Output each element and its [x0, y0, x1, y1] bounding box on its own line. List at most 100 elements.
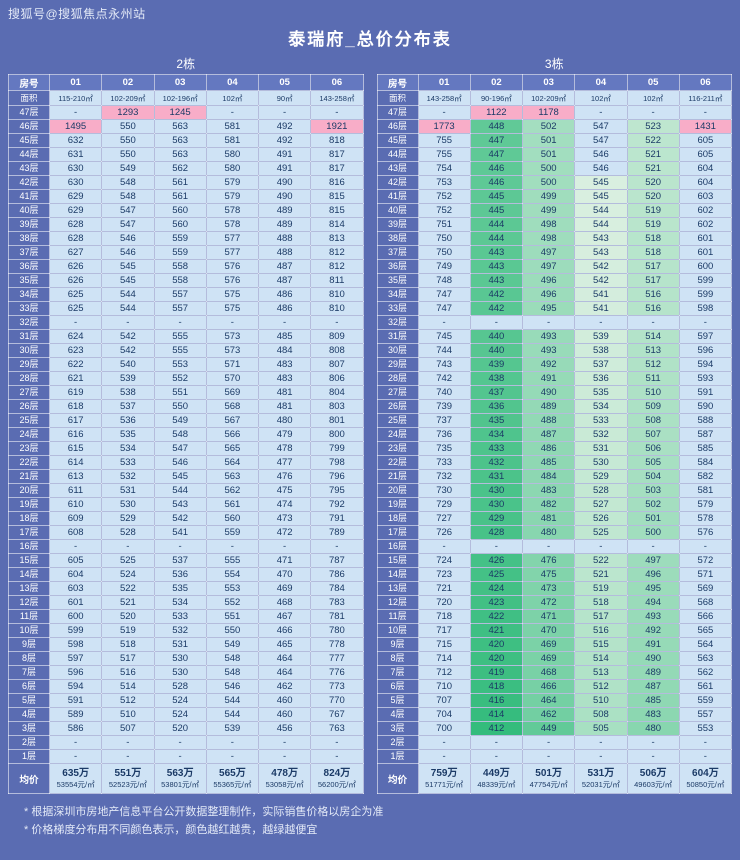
price-cell: 546 [153, 455, 207, 470]
price-cell: 550 [101, 133, 155, 148]
price-cell: 792 [310, 497, 364, 512]
floor-row: 32层 - - - - - - [8, 315, 364, 330]
price-cell: 473 [521, 581, 576, 596]
price-cell: 527 [574, 497, 628, 512]
floor-row: 39层 751 444 498 544 519 602 [376, 217, 733, 232]
floor-label: 11层 [376, 609, 419, 624]
price-cell: 546 [101, 231, 155, 246]
average-cell: 551万 52523元/㎡ [101, 763, 155, 794]
floor-row: 15层 605 525 537 555 471 787 [8, 553, 364, 568]
price-cell: 604 [678, 175, 733, 190]
price-cell: 613 [48, 469, 103, 484]
price-cell: 752 [417, 203, 471, 218]
price-cell: 610 [48, 497, 103, 512]
average-cell: 824万 56200元/㎡ [310, 763, 364, 794]
area-cell: 115-210㎡ [48, 90, 103, 106]
price-cell: 547 [101, 217, 155, 232]
floor-row: 3层 700 412 449 505 480 553 [376, 721, 733, 736]
price-cell: 563 [205, 469, 260, 484]
price-cell: 508 [574, 707, 628, 722]
floor-row: 15层 724 426 476 522 497 572 [376, 553, 733, 568]
floor-row: 16层 - - - - - - [376, 539, 733, 554]
price-cell: 780 [310, 623, 364, 638]
area-cell: 90㎡ [257, 90, 312, 106]
price-cell: 523 [626, 119, 680, 134]
average-cell: 563万 53801元/㎡ [153, 763, 207, 794]
price-cell: 446 [469, 161, 524, 176]
price-cell: 604 [678, 161, 733, 176]
price-cell: 578 [205, 203, 260, 218]
price-cell: 533 [153, 609, 207, 624]
price-cell: 546 [574, 161, 628, 176]
unit-column-header: 05 [626, 74, 680, 91]
price-cell: 618 [48, 399, 103, 414]
price-cell: 810 [310, 287, 364, 302]
price-cell: 581 [205, 133, 260, 148]
floor-label: 16层 [376, 539, 419, 554]
floor-row: 17层 608 528 541 559 472 789 [8, 525, 364, 540]
building-2-block: 2栋 房号 01 02 03 04 05 06 面积 115-210㎡ 102-209㎡ 102-1… [8, 56, 364, 794]
average-cell: 604万 50850元/㎡ [678, 763, 733, 794]
floor-label: 26层 [376, 399, 419, 414]
average-price: 506万 [639, 768, 667, 779]
price-cell: 601 [678, 245, 733, 260]
unit-column-header: 05 [257, 74, 312, 91]
floor-row: 17层 726 428 480 525 500 576 [376, 525, 733, 540]
price-cell: 462 [257, 679, 312, 694]
price-cell: 562 [678, 665, 733, 680]
price-cell: 477 [257, 455, 312, 470]
price-cell: 476 [257, 469, 312, 484]
price-cell: 496 [626, 567, 680, 582]
price-cell: 752 [417, 189, 471, 204]
price-cell: 469 [257, 581, 312, 596]
area-cell: 102-209㎡ [101, 90, 155, 106]
floor-label: 42层 [376, 175, 419, 190]
price-cell: 624 [48, 329, 103, 344]
price-cell: 803 [310, 399, 364, 414]
floor-label: 46层 [376, 119, 419, 134]
price-cell: - [678, 539, 733, 554]
price-cell: 808 [310, 343, 364, 358]
price-cell: 501 [626, 511, 680, 526]
price-cell: 581 [678, 483, 733, 498]
floor-label: 17层 [376, 525, 419, 540]
price-cell: 531 [153, 637, 207, 652]
price-cell: 456 [257, 721, 312, 736]
room-number-header: 房号 [376, 74, 419, 91]
price-cell: 593 [678, 371, 733, 386]
floor-row: 24层 616 535 548 566 479 800 [8, 427, 364, 442]
price-cell: 1773 [417, 119, 471, 134]
price-cell: 534 [153, 595, 207, 610]
area-cell: 116-211㎡ [678, 90, 733, 106]
price-cell: - [521, 749, 576, 764]
floor-row: 45层 632 550 563 581 492 818 [8, 133, 364, 148]
price-cell: 750 [417, 245, 471, 260]
price-cell: 763 [310, 721, 364, 736]
price-cell: 482 [521, 497, 576, 512]
price-cell: 445 [469, 203, 524, 218]
price-cell: 603 [48, 581, 103, 596]
price-cell: 510 [574, 693, 628, 708]
price-cell: 590 [678, 399, 733, 414]
floor-row: 22层 614 533 546 564 477 798 [8, 455, 364, 470]
price-cell: 563 [678, 651, 733, 666]
floor-label: 29层 [376, 357, 419, 372]
price-cell: 503 [626, 483, 680, 498]
price-cell: 715 [417, 637, 471, 652]
price-cell: 485 [521, 455, 576, 470]
price-cell: 480 [626, 721, 680, 736]
price-cell: 566 [205, 427, 260, 442]
price-cell: 496 [521, 273, 576, 288]
price-cell: - [678, 735, 733, 750]
floor-row: 20层 730 430 483 528 503 581 [376, 483, 733, 498]
average-cell: 506万 49603元/㎡ [626, 763, 680, 794]
price-cell: 499 [521, 189, 576, 204]
price-cell: 562 [205, 483, 260, 498]
price-cell: 626 [48, 259, 103, 274]
price-cell: 483 [626, 707, 680, 722]
price-cell: 736 [417, 427, 471, 442]
price-cell: - [48, 315, 103, 330]
price-cell: 564 [678, 637, 733, 652]
floor-row: 41层 629 548 561 579 490 815 [8, 189, 364, 204]
floor-row: 1层 - - - - - - [376, 749, 733, 764]
